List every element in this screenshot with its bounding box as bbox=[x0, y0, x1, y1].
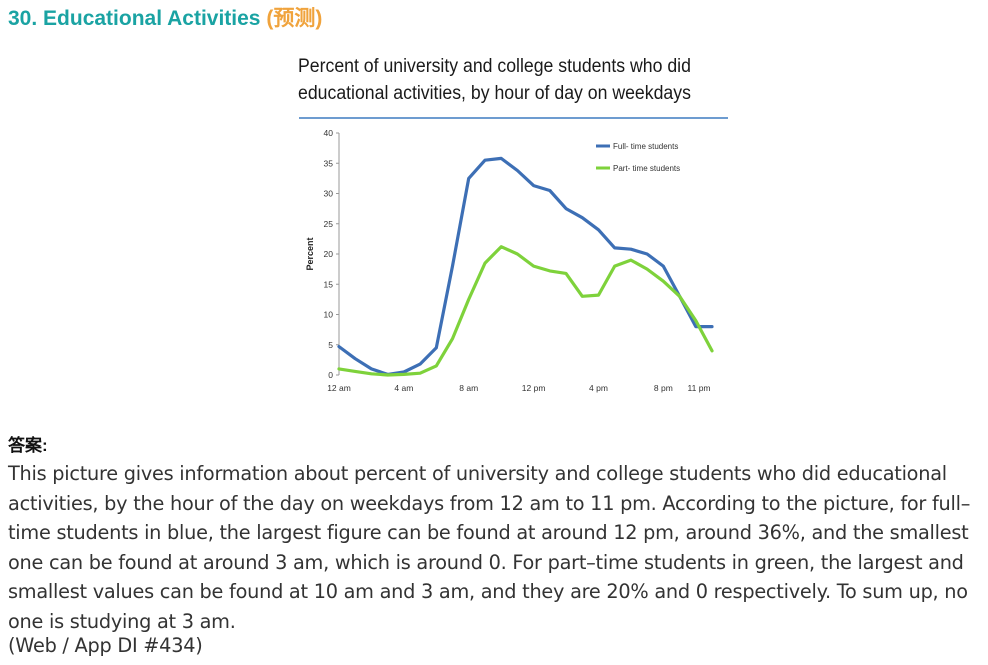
y-tick-label-40: 40 bbox=[324, 128, 334, 138]
y-tick-label-0: 0 bbox=[328, 370, 333, 380]
legend-label-1: Part- time students bbox=[613, 164, 680, 173]
x-tick-label-0: 12 am bbox=[327, 383, 351, 393]
y-tick-label-10: 10 bbox=[324, 310, 334, 320]
series-line-1 bbox=[337, 245, 714, 377]
line-chart: 0 5 10 15 20 25 30 35 40 Percent 12 am 4 am 8 am 12 p… bbox=[299, 117, 728, 393]
legend-label-0: Full- time students bbox=[613, 142, 678, 151]
chart-title-line-2: educational activities, by hour of day o… bbox=[298, 83, 691, 104]
prediction-tag: (预测) bbox=[266, 7, 323, 30]
answer-text: This picture gives information about per… bbox=[8, 462, 971, 633]
y-tick-label-5: 5 bbox=[328, 340, 333, 350]
x-tick-label-6: 11 pm bbox=[688, 383, 711, 393]
y-axis-label: Percent bbox=[305, 237, 315, 270]
y-tick-label-20: 20 bbox=[324, 249, 334, 259]
series-line-0 bbox=[337, 156, 714, 376]
x-tick-label-2: 8 am bbox=[459, 383, 478, 393]
chart-figure: Percent of university and college studen… bbox=[296, 50, 732, 400]
y-tick-label-15: 15 bbox=[324, 279, 334, 289]
source-reference: (Web / App DI #434) bbox=[8, 634, 203, 657]
x-tick-label-5: 8 pm bbox=[654, 383, 673, 393]
x-tick-label-4: 4 pm bbox=[589, 383, 608, 393]
x-tick-label-1: 4 am bbox=[394, 383, 413, 393]
answer-label: 答案: bbox=[8, 436, 48, 455]
chart-title-line-1: Percent of university and college studen… bbox=[298, 56, 691, 77]
chart-title: Percent of university and college studen… bbox=[298, 53, 698, 107]
page-title-text: 30. Educational Activities bbox=[8, 7, 261, 30]
y-tick-label-35: 35 bbox=[324, 158, 334, 168]
y-tick-label-25: 25 bbox=[324, 219, 334, 229]
x-tick-label-3: 12 pm bbox=[522, 383, 546, 393]
y-tick-label-30: 30 bbox=[324, 189, 334, 199]
page-title: 30. Educational Activities (预测) bbox=[8, 2, 322, 32]
